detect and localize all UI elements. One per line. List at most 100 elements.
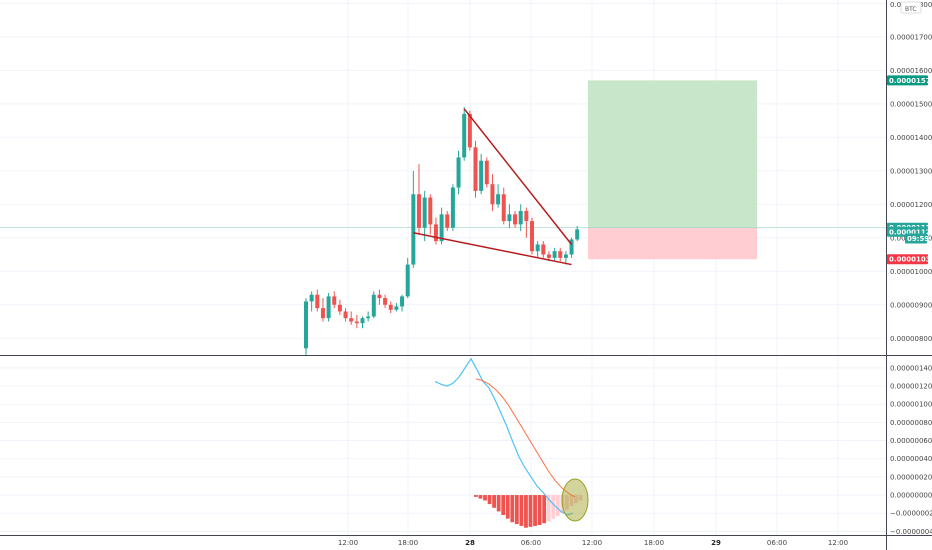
price-tick-label: 0.00001000 — [890, 268, 932, 276]
time-tick-label: 12:00 — [582, 539, 602, 547]
macd-histogram-bar — [546, 495, 551, 522]
signal-line — [475, 378, 576, 498]
macd-histogram-bar — [496, 495, 501, 512]
candle-body — [473, 147, 478, 191]
candle-body — [462, 113, 467, 158]
candle-body — [428, 197, 433, 225]
price-tick-label: 0.00001300 — [890, 167, 932, 175]
stop-zone — [588, 227, 757, 260]
upper-trendline — [463, 108, 573, 245]
candle-body — [304, 301, 308, 349]
macd-histogram-bar — [510, 495, 515, 523]
macd-tick-label: 0.00000120 — [890, 383, 932, 391]
price-tick-label: 0.00001600 — [890, 67, 932, 75]
candle-body — [569, 239, 574, 255]
candle-body — [439, 214, 444, 242]
price-tick-label: 0.00000900 — [890, 301, 932, 309]
macd-histogram-bar — [524, 495, 528, 528]
candle-body — [337, 304, 342, 312]
candle-body — [388, 304, 393, 310]
candle-body — [394, 306, 399, 310]
macd-histogram-bar — [542, 495, 547, 524]
macd-tick-label: −0.00000040 — [890, 528, 932, 536]
candle-body — [417, 194, 421, 228]
stop-price-tag — [887, 254, 928, 265]
price-tick-label: 0.00001200 — [890, 201, 932, 209]
candle-body — [433, 224, 438, 242]
price-tick-label: 0.00000800 — [890, 335, 932, 343]
time-tick-label: 29 — [711, 539, 721, 547]
macd-histogram-bar — [551, 495, 556, 519]
price-tick-label: 0.00001700 — [890, 33, 932, 41]
macd-histogram-bar — [528, 495, 533, 527]
target-price-tag-text: 0.00001570 — [889, 77, 932, 85]
macd-histogram-bar — [578, 495, 583, 501]
candle-body — [405, 264, 410, 297]
candle-body — [422, 197, 427, 228]
macd-line — [434, 357, 574, 516]
countdown-price-tag — [905, 233, 927, 244]
price-tick-label: 0.00001500 — [890, 100, 932, 108]
macd-histogram-bar — [565, 495, 569, 510]
candlestick-series — [304, 107, 580, 355]
macd-tick-label: 0.00000020 — [890, 473, 932, 481]
candle-body — [360, 318, 365, 324]
time-tick-label: 06:00 — [521, 539, 541, 547]
time-tick-label: 28 — [465, 539, 475, 547]
macd-axis[interactable]: 0.00000140 0.00000120 0.00000100 0.00000080… — [890, 364, 932, 535]
macd-tick-label: 0.00000040 — [890, 455, 932, 463]
macd-histogram-bar — [483, 495, 487, 501]
candle-body — [479, 160, 484, 191]
time-tick-label: 06:00 — [767, 539, 787, 547]
time-axis[interactable]: 12:00 18:00 28 06:00 12:00 18:00 29 06:00 12:00 — [338, 539, 848, 547]
candle-body — [309, 294, 314, 302]
price-axis[interactable]: 0.000018000.000017000.000016000.00001500… — [890, 1, 932, 343]
macd-histogram-bar — [533, 495, 537, 526]
countdown-price-tag-text: 09:59 — [907, 235, 929, 243]
candle-body — [496, 194, 501, 205]
candle-body — [513, 214, 518, 225]
macd-histogram-bar — [514, 495, 519, 525]
time-tick-label: 18:00 — [644, 539, 664, 547]
time-tick-label: 18:00 — [398, 539, 418, 547]
candle-body — [371, 294, 376, 317]
macd-histogram-bar — [501, 495, 506, 516]
macd-histogram-bar — [574, 495, 578, 504]
candle-body — [530, 221, 534, 252]
candle-body — [456, 157, 461, 188]
candle-body — [552, 251, 557, 258]
candle-body — [450, 187, 455, 228]
macd-histogram-bar — [569, 495, 574, 506]
candle-body — [377, 294, 382, 299]
candle-body — [535, 244, 540, 252]
candle-body — [507, 214, 512, 222]
candle-body — [558, 251, 563, 258]
symbol-badge-text: BTC — [905, 6, 917, 13]
candle-body — [541, 244, 546, 255]
candle-body — [383, 298, 388, 305]
candle-body — [354, 321, 359, 324]
candle-body — [349, 318, 354, 322]
candle-body — [315, 294, 320, 309]
candle-body — [518, 210, 523, 225]
time-tick-label: 12:00 — [338, 539, 358, 547]
lower-trendline — [413, 232, 572, 266]
macd-tick-label: −0.00000020 — [890, 510, 932, 518]
candle-body — [445, 214, 450, 228]
triangle-pattern[interactable] — [413, 108, 573, 266]
macd-histogram-bar — [474, 495, 478, 497]
macd-histogram-bar — [537, 495, 542, 526]
candle-body — [501, 194, 506, 222]
position-zones[interactable] — [0, 80, 886, 260]
time-tick-label: 12:00 — [828, 539, 848, 547]
macd-tick-label: 0.00000140 — [890, 364, 932, 372]
candle-body — [326, 296, 331, 319]
macd-tick-label: 0.00000100 — [890, 401, 932, 409]
candle-body — [575, 229, 580, 240]
symbol-badge: BTC — [900, 1, 922, 14]
crossover-highlight — [561, 478, 589, 522]
target-price-tag — [887, 75, 928, 86]
macd-histogram-bar — [492, 495, 496, 508]
candle-body — [563, 254, 568, 258]
